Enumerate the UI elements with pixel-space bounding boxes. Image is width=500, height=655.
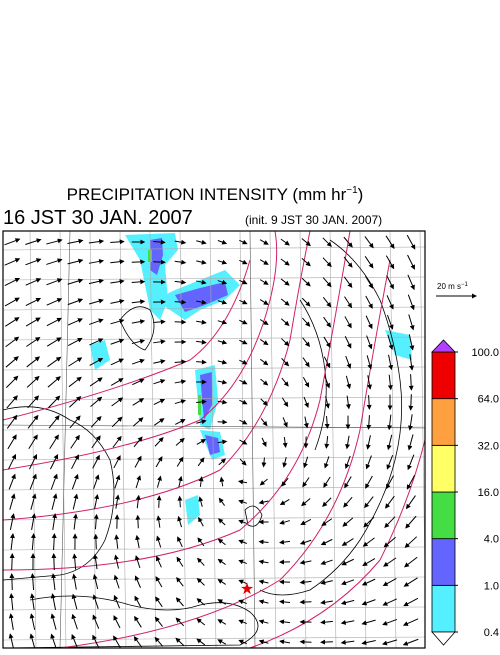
colorbar-band: [432, 539, 455, 586]
reference-vector-label: 20 m s−1: [437, 282, 469, 291]
init-time: (init. 9 JST 30 JAN. 2007): [245, 213, 382, 227]
wind-arrow: [159, 496, 160, 508]
wind-arrow: [12, 574, 13, 590]
colorbar-label: 16.0: [478, 487, 499, 499]
colorbar-label: 100.0: [471, 347, 499, 359]
wind-arrow: [301, 642, 312, 643]
valid-time: 16 JST 30 JAN. 2007: [3, 207, 193, 229]
colorbar-label: 4.0: [484, 534, 499, 546]
colorbar-label: 64.0: [478, 394, 499, 406]
colorbar-over: [432, 340, 455, 352]
location-marker: ★: [240, 581, 254, 598]
wind-arrow: [96, 535, 97, 549]
reference-vector-exponent: −1: [461, 282, 469, 288]
wind-arrow: [180, 497, 181, 508]
colorbar-band: [432, 585, 455, 632]
colorbar-band: [432, 492, 455, 539]
wind-arrow: [218, 422, 227, 423]
wind-arrow: [138, 516, 139, 529]
colorbar-band: [432, 352, 455, 399]
colorbar-band: [432, 399, 455, 446]
map-area: ★: [3, 231, 426, 650]
colorbar-under: [432, 632, 455, 645]
title: PRECIPITATION INTENSITY (mm hr−1): [67, 185, 364, 204]
title-text: PRECIPITATION INTENSITY (mm hr: [67, 185, 347, 204]
wind-arrow: [153, 262, 165, 263]
title-close: ): [358, 185, 364, 204]
wind-arrow: [411, 394, 412, 410]
reference-vector-text: 20 m s: [437, 282, 461, 291]
colorbar-band: [432, 445, 455, 492]
wind-arrow: [12, 554, 13, 570]
title-exponent: −1: [346, 185, 358, 196]
colorbar-label: 32.0: [478, 440, 499, 452]
wind-arrow: [54, 554, 55, 570]
wind-arrow: [321, 642, 333, 643]
colorbar-label: 1.0: [484, 580, 499, 592]
colorbar: 0.4 1.0 4.0 16.0 32.0 64.0 100.0: [432, 340, 499, 645]
colorbar-label: 0.4: [484, 627, 499, 639]
